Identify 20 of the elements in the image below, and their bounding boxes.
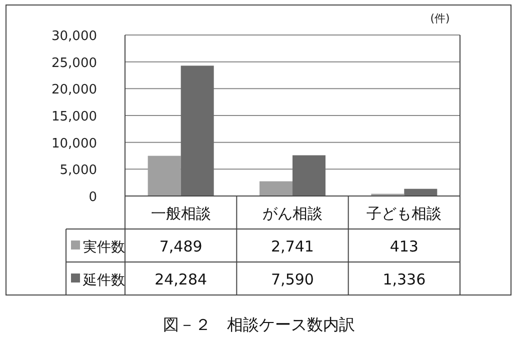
x-tick-label: 子ども相談 <box>366 204 442 222</box>
y-tick-label: 10,000 <box>52 136 97 152</box>
data-label: 7,489 <box>159 238 202 256</box>
data-label: 1,336 <box>382 270 426 288</box>
y-tick-label: 0 <box>88 190 97 205</box>
y-tick-label: 15,000 <box>52 110 97 124</box>
y-tick-label: 20,000 <box>52 82 97 98</box>
x-tick-label: がん相談 <box>262 204 322 222</box>
y-tick-label: 5,000 <box>60 163 97 178</box>
x-tick-label: 一般相談 <box>150 204 211 222</box>
y-tick-label: 30,000 <box>52 29 97 44</box>
text: (件) <box>430 12 450 25</box>
y-tick-label: 25,000 <box>52 56 97 71</box>
data-label: 24,284 <box>154 270 208 288</box>
data-label: 7,590 <box>271 270 314 288</box>
data-label: 2,741 <box>271 238 314 256</box>
data-label: 413 <box>390 238 418 256</box>
text: 図－２ 相談ケース数内訳 <box>163 315 355 334</box>
legend-label: 実件数 <box>83 240 125 256</box>
legend-label: 延件数 <box>82 272 125 288</box>
